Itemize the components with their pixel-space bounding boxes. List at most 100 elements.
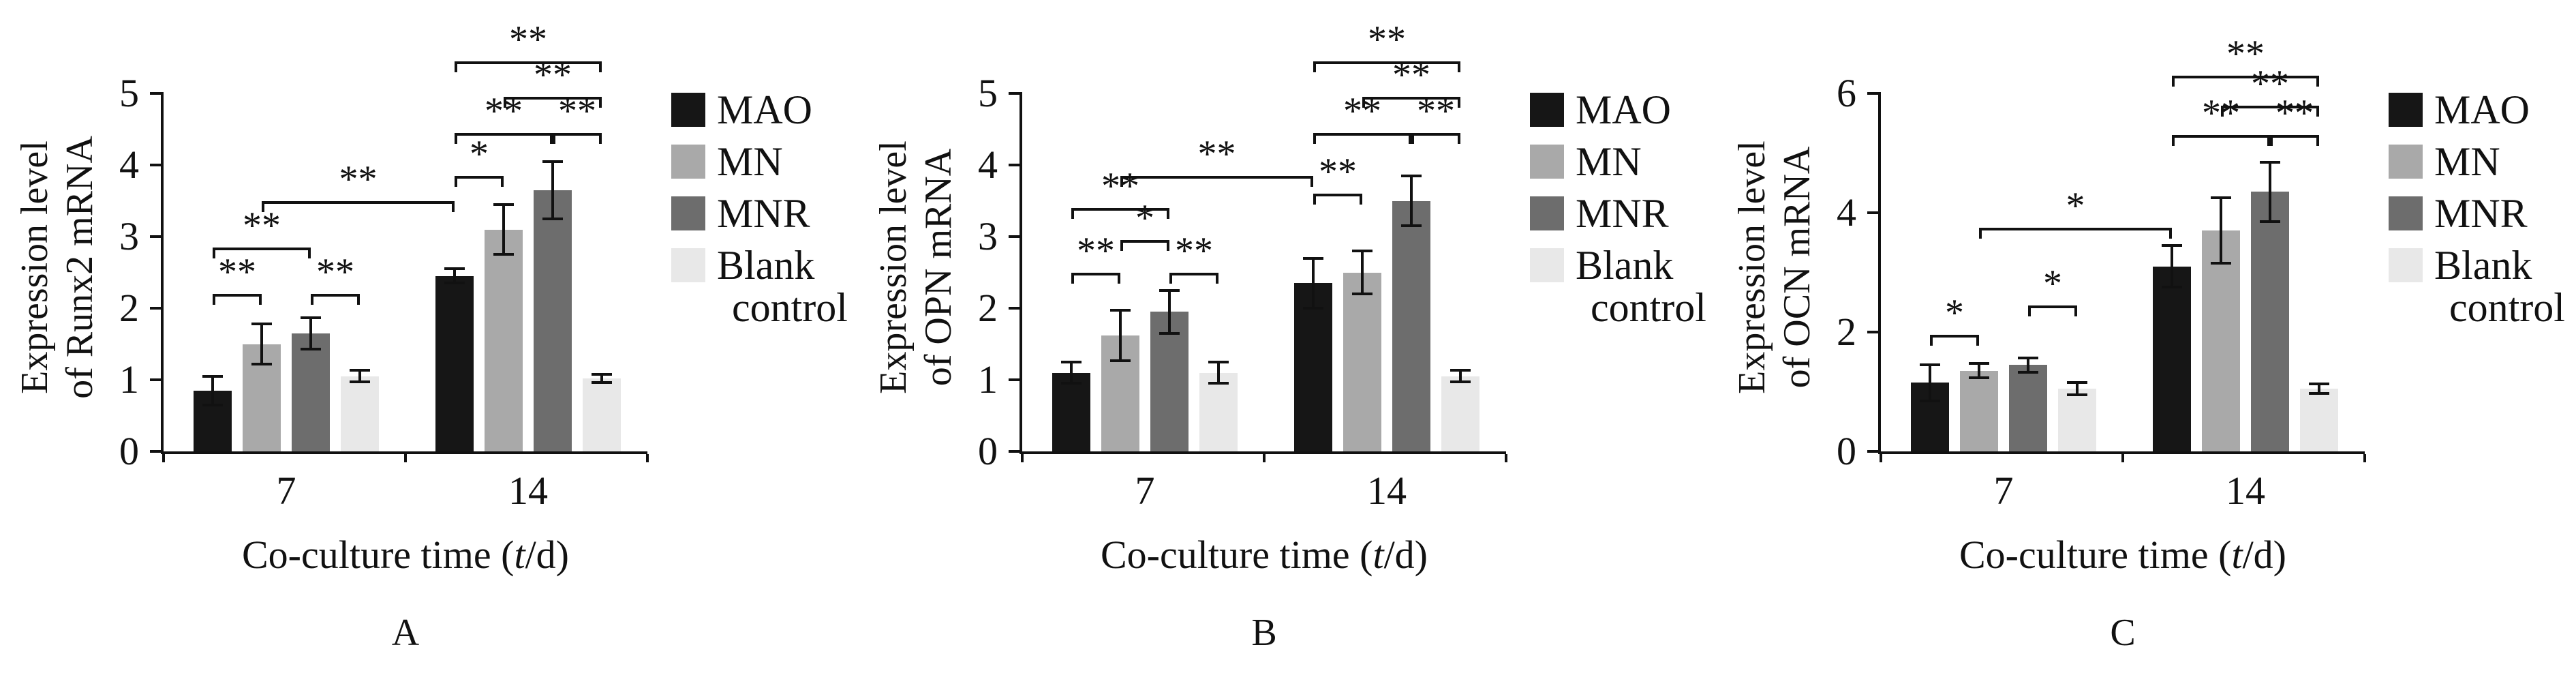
error-bar-cap (2309, 383, 2329, 386)
legend-label: control (2449, 285, 2565, 330)
significance-bracket-drop (1458, 132, 1460, 144)
y-tick-label: 4 (1837, 190, 1856, 235)
y-tick-label: 2 (119, 286, 139, 330)
significance-label: ** (2226, 32, 2265, 75)
y-tick (1009, 378, 1019, 381)
legend-swatch-mnr (1530, 196, 1564, 230)
plot-area: 0 1 2 3 4 5 7 14 ** ** ** ** * ** ** ** ** (0, 0, 859, 673)
significance-bracket (1120, 175, 1313, 179)
x-tick (162, 454, 165, 462)
x-tick-label: 14 (1367, 468, 1407, 513)
bar-mn-day14 (2202, 230, 2240, 451)
error-bar (502, 204, 505, 255)
legend-swatch-mnr (671, 196, 705, 230)
bar-mnr-day7 (1150, 312, 1189, 451)
significance-bracket (1979, 227, 2172, 230)
error-bar-cap (1920, 363, 1940, 367)
error-bar (1070, 361, 1073, 384)
significance-bracket-drop (1360, 194, 1362, 205)
y-tick-label: 1 (119, 357, 139, 402)
significance-bracket-drop (2267, 135, 2270, 147)
bar-blank-control-day14 (2300, 389, 2338, 451)
error-bar-cap (1303, 307, 1323, 310)
error-bar-cap (444, 267, 465, 271)
significance-label: ** (316, 251, 354, 293)
x-tick (646, 454, 649, 462)
error-bar-cap (1159, 288, 1180, 292)
error-bar (1410, 175, 1413, 226)
legend-swatch-blank-control (2389, 248, 2423, 282)
significance-bracket-drop (1458, 61, 1460, 72)
y-tick-label: 3 (119, 214, 139, 258)
significance-label: ** (1077, 229, 1115, 272)
bar-mnr-day14 (2251, 192, 2289, 451)
error-bar-cap (1969, 376, 1989, 380)
error-bar (1119, 310, 1122, 361)
significance-bracket-drop (1313, 132, 1316, 144)
error-bar-cap (1401, 224, 1422, 228)
error-bar-cap (2260, 220, 2280, 224)
bar-mao-day14 (1294, 283, 1332, 451)
x-axis-title-text: Co-culture time ( (242, 533, 515, 577)
x-tick-label: 7 (276, 468, 296, 513)
y-tick-label: 1 (978, 357, 998, 402)
significance-label: ** (2251, 62, 2289, 105)
error-bar-cap (350, 380, 370, 384)
significance-bracket-drop (455, 175, 457, 187)
y-tick (150, 92, 161, 95)
error-bar-cap (444, 282, 465, 285)
legend-label: MN (2434, 139, 2500, 184)
error-bar-cap (202, 374, 223, 378)
error-bar-cap (301, 316, 321, 319)
significance-bracket-drop (2270, 135, 2273, 147)
y-tick-label: 0 (1837, 429, 1856, 473)
significance-label: ** (1368, 18, 1406, 61)
legend-label: Blank (1576, 243, 1674, 288)
significance-bracket-drop (213, 294, 215, 305)
error-bar (2220, 198, 2222, 264)
error-bar (2269, 162, 2271, 222)
bar-mnr-day7 (292, 333, 330, 451)
error-bar (2318, 384, 2320, 394)
error-bar-cap (1450, 369, 1471, 372)
significance-bracket-drop (1071, 208, 1074, 219)
significance-bracket-drop (599, 97, 602, 108)
significance-bracket-drop (1930, 335, 1933, 346)
significance-bracket-drop (1409, 132, 1411, 144)
y-tick (1867, 331, 1878, 333)
error-bar (260, 324, 263, 364)
significance-bracket (2028, 305, 2077, 308)
y-axis-line (1878, 92, 1881, 454)
significance-label: ** (2275, 92, 2314, 135)
bar-mao-day14 (2153, 266, 2191, 451)
legend-label: MNR (2434, 191, 2528, 236)
error-bar (1361, 251, 1364, 294)
error-bar-cap (592, 381, 612, 385)
error-bar (211, 376, 214, 405)
error-bar-cap (1352, 293, 1373, 295)
x-tick-label: 7 (1135, 468, 1155, 513)
significance-bracket-drop (213, 247, 215, 258)
significance-bracket-drop (504, 97, 506, 108)
legend-swatch-mn (671, 145, 705, 179)
significance-bracket-drop (1216, 272, 1218, 284)
significance-bracket-drop (1120, 175, 1123, 187)
chart-panel-a: 0 1 2 3 4 5 7 14 ** ** ** ** * ** ** ** ** Expression le… (0, 0, 859, 673)
x-tick (404, 454, 407, 462)
y-tick-label: 5 (119, 71, 139, 115)
error-bar (1459, 370, 1462, 383)
error-bar (1168, 290, 1171, 333)
significance-bracket-drop (2172, 135, 2175, 147)
x-axis-title: Co-culture time (t/d) (164, 532, 647, 578)
error-bar-cap (1110, 359, 1131, 362)
significance-bracket (213, 247, 311, 250)
error-bar-cap (251, 362, 272, 365)
error-bar (309, 317, 312, 349)
error-bar-cap (2067, 393, 2087, 396)
significance-label: ** (243, 204, 281, 247)
legend-label: Blank (717, 243, 815, 288)
y-tick (1009, 235, 1019, 238)
bar-blank-control-day7 (1199, 372, 1238, 451)
error-bar (1978, 363, 1980, 378)
